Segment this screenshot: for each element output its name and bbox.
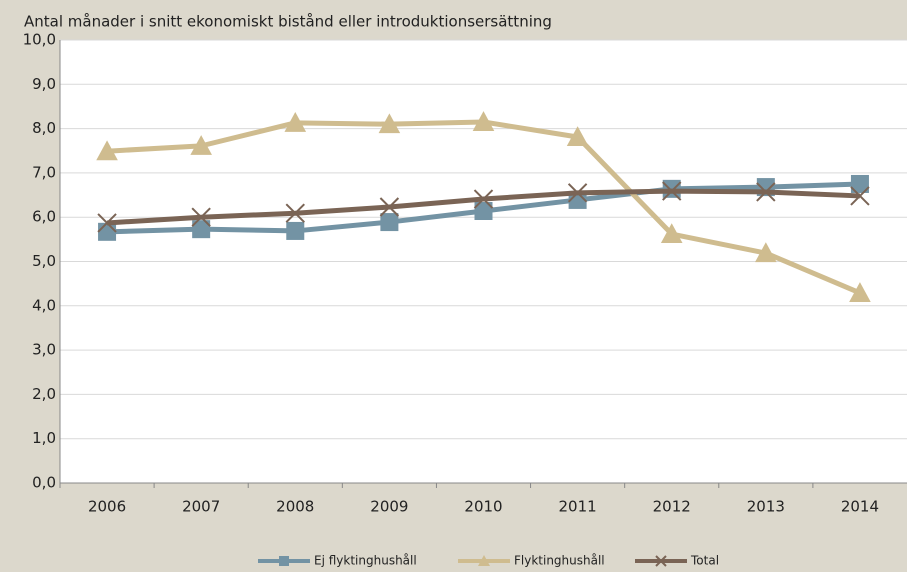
y-tick-label: 3,0 [32,341,56,359]
y-tick-label: 9,0 [32,75,56,93]
x-tick-label: 2008 [276,498,314,516]
x-tick-label: 2010 [464,498,502,516]
point-marker [473,189,494,209]
point-marker [850,186,870,206]
legend-label: Flyktinghushåll [514,554,605,568]
point-marker [191,207,211,227]
point-marker [849,282,871,302]
x-tick-label: 2006 [88,498,126,516]
point-marker [98,222,117,241]
x-tick-label: 2011 [559,498,597,516]
point-marker [286,221,305,240]
legend-marker [478,555,490,566]
point-marker [662,181,682,201]
x-tick-label: 2007 [182,498,220,516]
point-marker [96,140,118,161]
point-marker [190,135,212,155]
legend-label: Total [690,554,719,568]
point-marker [285,203,305,223]
legend-marker [655,555,667,567]
chart-subtitle: Antal månader i snitt ekonomiskt bistånd… [24,13,552,31]
y-tick-label: 7,0 [32,163,56,181]
legend-label: Ej flyktinghushåll [314,554,417,568]
point-marker [192,220,211,239]
y-tick-label: 6,0 [32,208,56,226]
point-marker [756,182,776,202]
x-tick-label: 2014 [841,498,879,516]
point-marker [755,242,777,263]
point-marker [380,213,399,232]
point-marker [378,113,401,134]
point-marker [472,111,495,131]
y-tick-label: 5,0 [32,252,56,270]
x-tick-label: 2012 [653,498,691,516]
point-marker [97,213,117,233]
point-marker [566,126,589,147]
y-tick-label: 1,0 [32,429,56,447]
point-marker [850,174,869,193]
point-marker [284,112,307,132]
point-marker [567,183,588,203]
point-marker [379,197,400,217]
y-tick-label: 10,0 [23,31,56,49]
y-tick-label: 8,0 [32,119,56,137]
x-tick-label: 2013 [747,498,785,516]
y-tick-label: 2,0 [32,385,56,403]
point-marker [474,201,493,220]
y-tick-label: 4,0 [32,296,56,314]
point-marker [660,223,683,244]
y-tick-label: 0,0 [32,474,56,492]
legend-marker [279,556,289,566]
x-tick-label: 2009 [370,498,408,516]
